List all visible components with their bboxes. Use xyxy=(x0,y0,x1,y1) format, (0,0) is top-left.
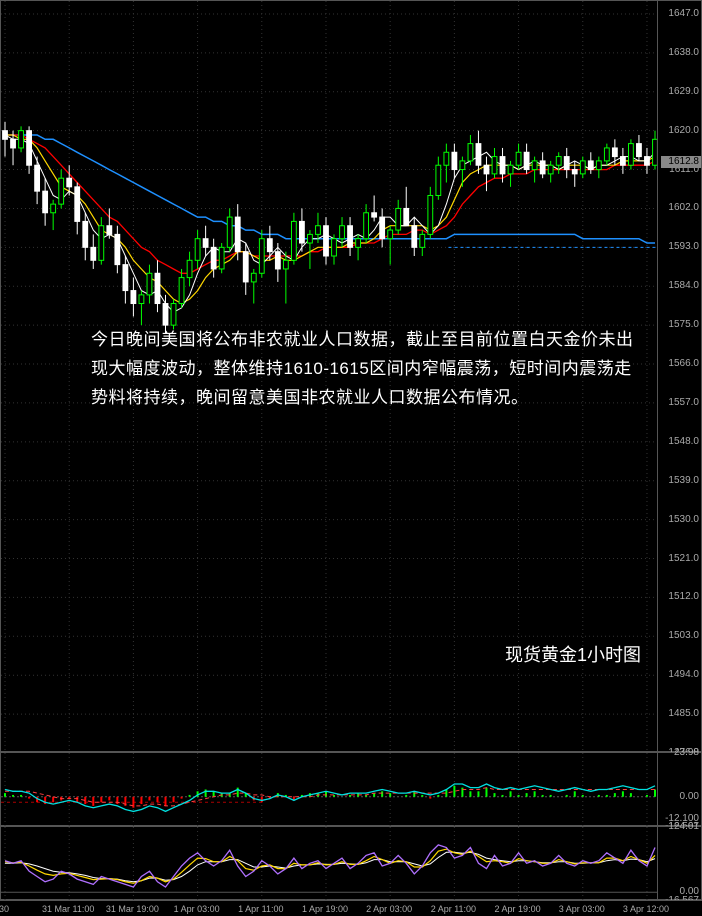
chart-title: 现货黄金1小时图 xyxy=(505,641,641,667)
x-tick: 3 Apr 03:00 xyxy=(559,905,605,914)
y-tick: 1548.0 xyxy=(668,437,699,447)
y-tick: 1539.0 xyxy=(668,476,699,486)
x-tick: 3 Apr 12:00 xyxy=(623,905,669,914)
y-tick: 23.98 xyxy=(674,748,699,758)
y-tick: 1503.0 xyxy=(668,631,699,641)
y-tick: 1494.0 xyxy=(668,670,699,680)
y-tick: 1593.0 xyxy=(668,242,699,252)
x-tick: 31 Mar 19:00 xyxy=(106,905,159,914)
x-tick: 2 Apr 11:00 xyxy=(431,905,476,914)
y-tick: 1620.0 xyxy=(668,126,699,136)
y-tick: 1512.0 xyxy=(668,592,699,602)
main-y-axis: 1647.01638.01629.01620.01611.01602.01593… xyxy=(657,1,701,751)
analysis-text: 今日晚间美国将公布非农就业人口数据，截止至目前位置白天金价未出现大幅度波动，整体… xyxy=(91,326,641,413)
main-price-panel[interactable]: 1647.01638.01629.01620.01611.01602.01593… xyxy=(0,0,702,752)
y-tick: 1638.0 xyxy=(668,48,699,58)
y-tick: 1584.0 xyxy=(668,281,699,291)
y-tick: 0.00 xyxy=(680,792,699,802)
x-tick: 1 Apr 03:00 xyxy=(174,905,220,914)
y-tick: 124.01 xyxy=(668,822,699,832)
time-axis: 30 31 Mar 11:00 31 Mar 19:00 1 Apr 03:00 1 A… xyxy=(0,900,702,916)
x-tick: 2 Apr 03:00 xyxy=(366,905,412,914)
x-tick: 30 xyxy=(0,905,9,914)
x-tick: 1 Apr 11:00 xyxy=(238,905,283,914)
macd-panel[interactable]: 23.980.00-12.100-16.567 xyxy=(0,752,702,826)
y-tick: 1566.0 xyxy=(668,359,699,369)
macd-svg xyxy=(1,753,659,827)
y-tick: 1629.0 xyxy=(668,87,699,97)
y-tick: 1557.0 xyxy=(668,398,699,408)
oscillator-panel[interactable]: 124.010.00-16.567 xyxy=(0,826,702,900)
y-tick: 1485.0 xyxy=(668,709,699,719)
oscillator-y-axis: 124.010.00-16.567 xyxy=(657,827,701,899)
y-tick: 1647.0 xyxy=(668,9,699,19)
macd-y-axis: 23.980.00-12.100-16.567 xyxy=(657,753,701,825)
x-tick: 2 Apr 19:00 xyxy=(495,905,541,914)
y-tick: 1530.0 xyxy=(668,515,699,525)
x-tick: 31 Mar 11:00 xyxy=(42,905,94,914)
y-tick: 1575.0 xyxy=(668,320,699,330)
y-tick: 1521.0 xyxy=(668,554,699,564)
y-tick: 1602.0 xyxy=(668,203,699,213)
oscillator-svg xyxy=(1,827,659,901)
current-price-tag: 1612.8 xyxy=(661,156,701,168)
x-tick: 1 Apr 19:00 xyxy=(302,905,348,914)
